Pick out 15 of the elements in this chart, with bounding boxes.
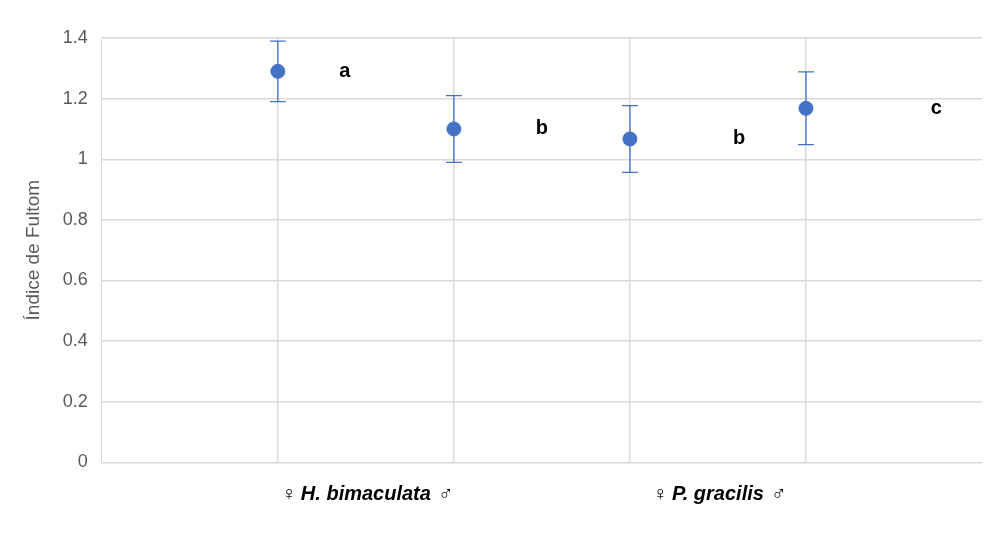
text: ♀ H. bimaculata ♂: [280, 481, 452, 504]
y-tick-label: 1: [77, 148, 88, 169]
y-axis-title: Índice de Fultom: [21, 179, 43, 321]
y-tick-label: 0.4: [62, 330, 88, 351]
y-tick-label: 1.2: [62, 87, 88, 108]
text: ♀ P. gracilis ♂: [651, 481, 785, 504]
annotation: a: [339, 58, 352, 81]
annotation: c: [930, 95, 942, 118]
y-tick-label: 0.6: [62, 269, 88, 290]
y-tick-label: 0.8: [62, 208, 88, 229]
annotation: b: [732, 126, 746, 149]
annotation: b: [535, 116, 549, 139]
y-tick-label: 0.2: [62, 390, 88, 411]
y-tick-label: 1.4: [62, 26, 88, 47]
y-tick-label: 0: [77, 451, 88, 472]
